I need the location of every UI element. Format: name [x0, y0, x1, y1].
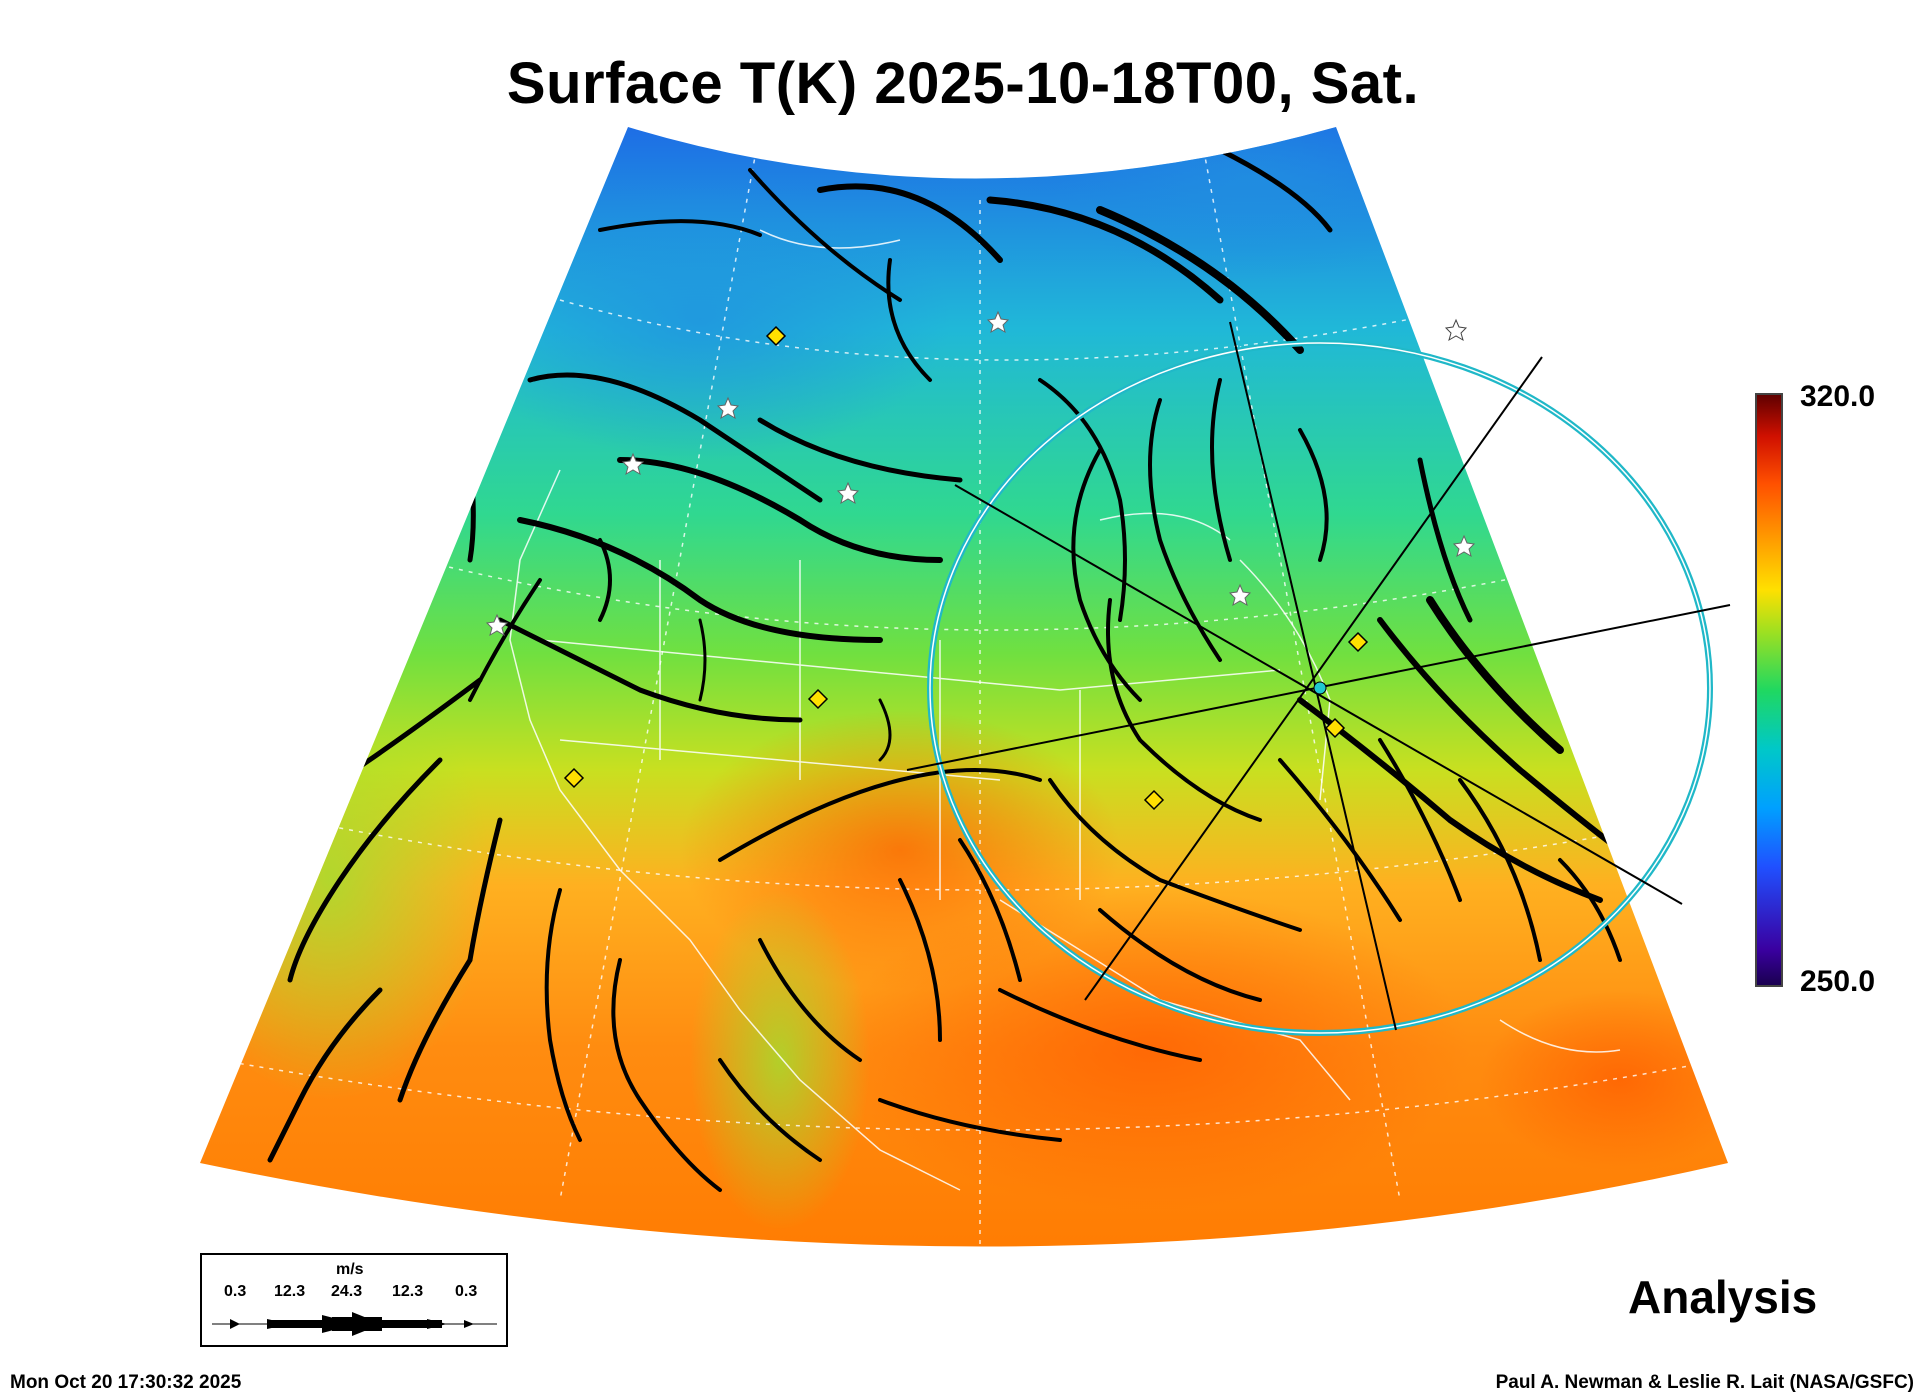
colorbar-max-label: 320.0	[1800, 380, 1876, 413]
timestamp: Mon Oct 20 17:30:32 2025	[10, 1372, 242, 1393]
diamond-marker	[765, 325, 787, 347]
legend-speed: 12.3	[392, 1283, 424, 1300]
diamond-marker	[807, 688, 829, 710]
station-markers	[485, 310, 1476, 811]
temperature-field	[200, 127, 1728, 1247]
star-marker	[621, 452, 645, 476]
star-marker	[986, 310, 1010, 334]
colorbar-min-label: 250.0	[1800, 965, 1876, 998]
star-marker	[836, 481, 860, 505]
star-marker	[1444, 318, 1468, 342]
legend-speed: 0.3	[224, 1283, 247, 1300]
legend-speed: 12.3	[274, 1283, 306, 1300]
diamond-marker	[1347, 631, 1369, 653]
diamond-marker	[1324, 717, 1346, 739]
legend-speed: 0.3	[455, 1283, 478, 1300]
star-marker	[1452, 534, 1476, 558]
colorbar	[1755, 393, 1783, 987]
panel-label: Analysis	[1628, 1271, 1818, 1323]
range-ring	[906, 321, 1731, 1036]
map-title: Surface T(K) 2025-10-18T00, Sat.	[506, 51, 1420, 116]
legend-arrows	[212, 1312, 497, 1336]
political-boundaries	[509, 229, 1621, 1191]
star-marker	[485, 613, 509, 637]
star-marker	[716, 396, 740, 420]
legend-speed: 24.3	[331, 1283, 363, 1300]
wind-speed-legend: m/s 0.3 12.3 24.3 12.3 0.3	[200, 1253, 508, 1347]
credit: Paul A. Newman & Leslie R. Lait (NASA/GS…	[1495, 1372, 1914, 1393]
legend-units: m/s	[336, 1261, 364, 1278]
diamond-marker	[1143, 789, 1165, 811]
diamond-marker	[563, 767, 585, 789]
star-marker	[1228, 583, 1252, 607]
